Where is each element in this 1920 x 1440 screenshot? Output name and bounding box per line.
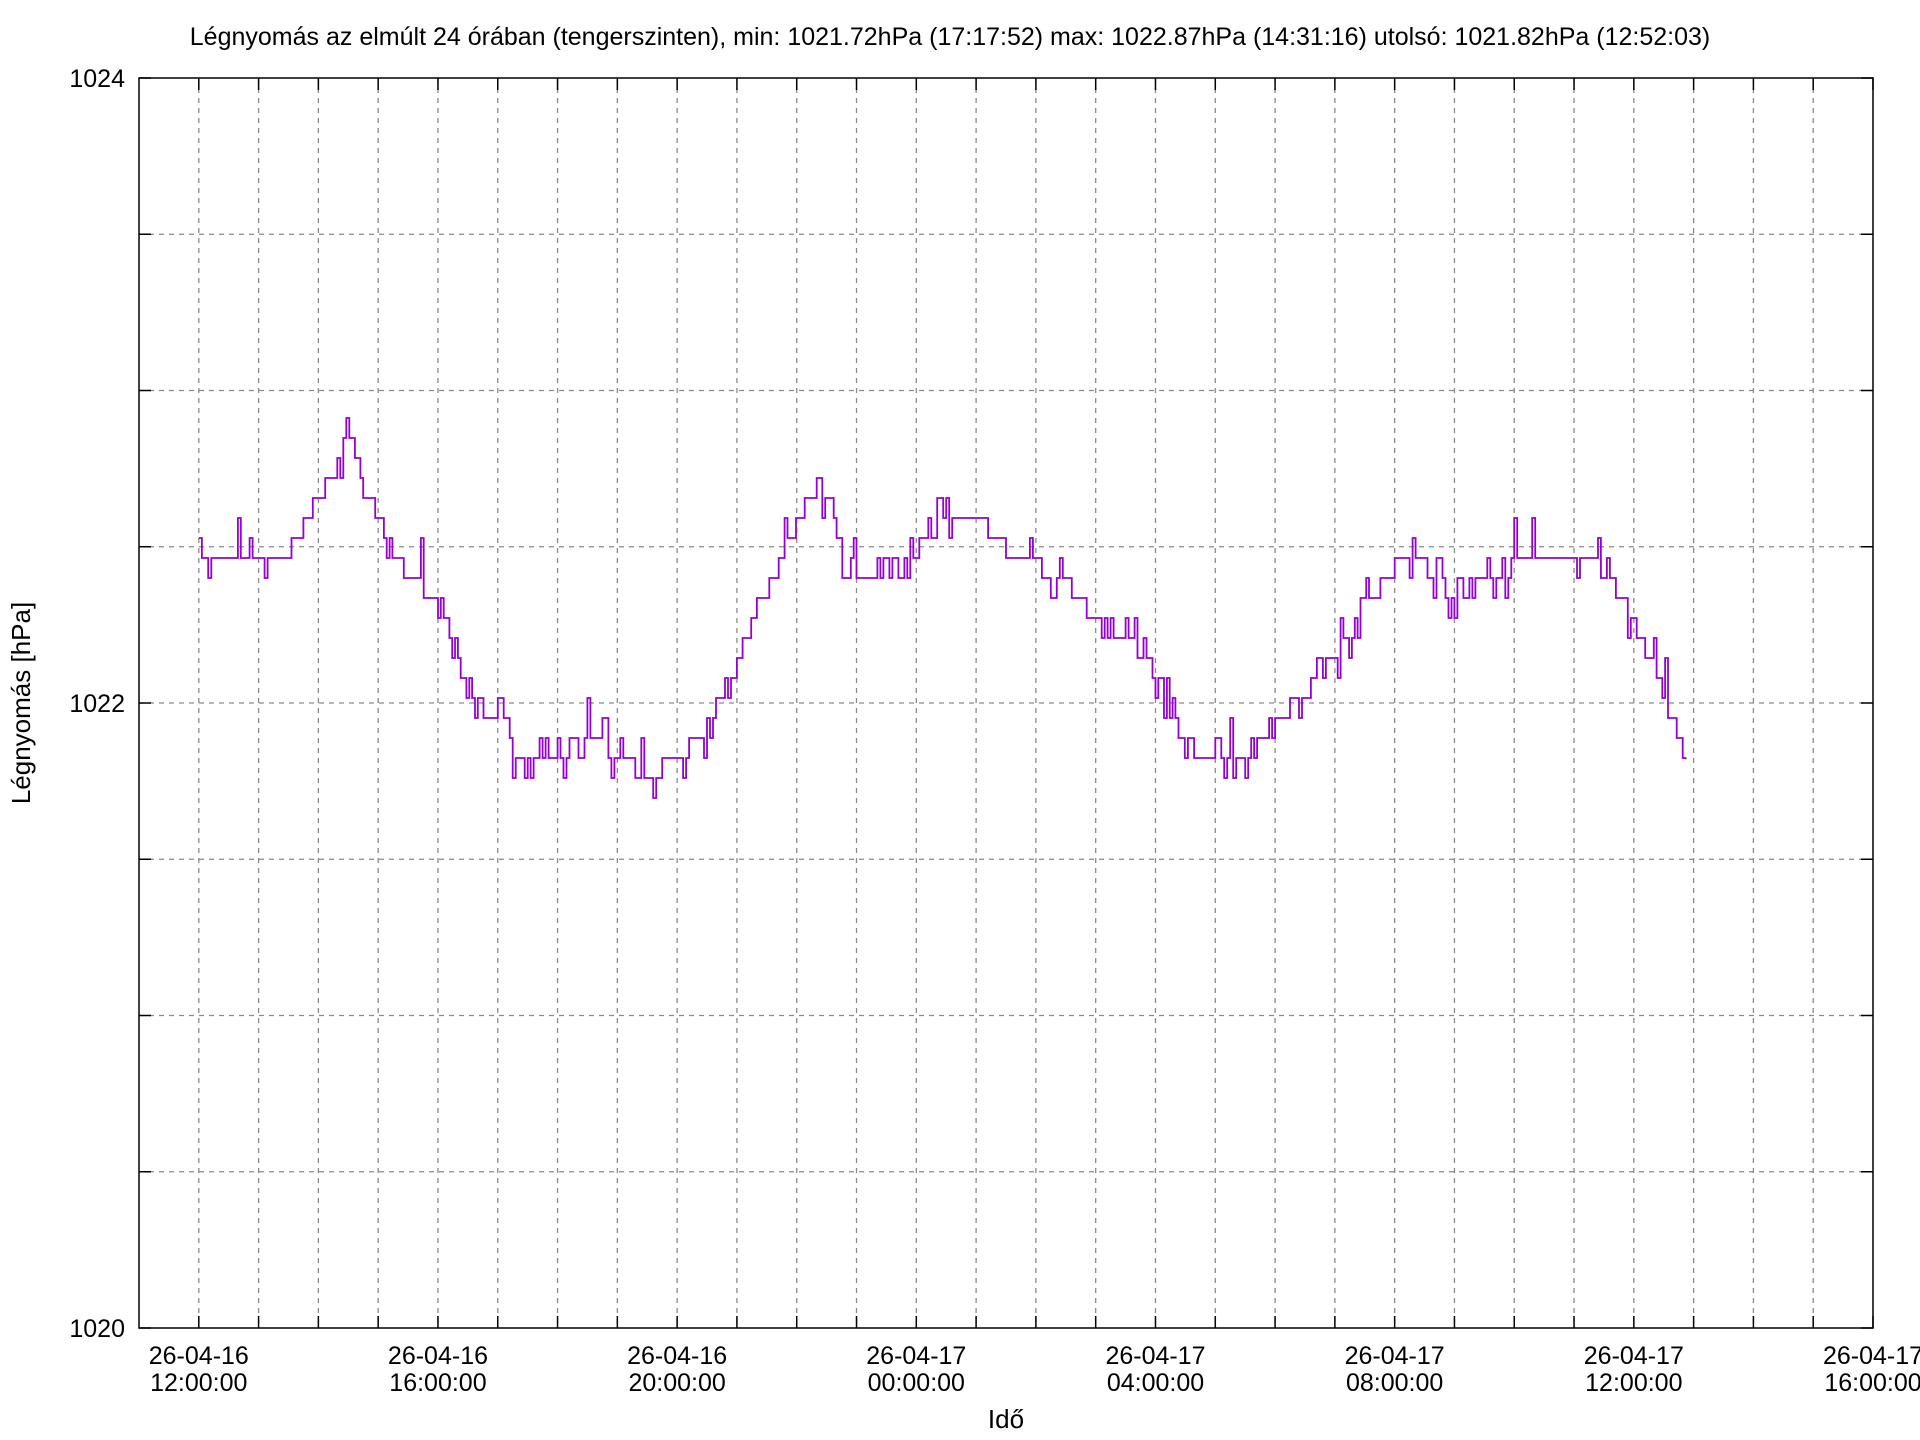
x-tick-clock: 08:00:00 xyxy=(1346,1369,1443,1397)
x-tick-label: 26-04-17 04:00:00 xyxy=(1105,1342,1205,1397)
x-tick-clock: 16:00:00 xyxy=(1824,1369,1920,1397)
x-axis-label: Idő xyxy=(988,1404,1024,1434)
y-tick-label: 1020 xyxy=(69,1315,125,1343)
x-tick-label: 26-04-16 12:00:00 xyxy=(149,1342,249,1397)
y-tick-label: 1022 xyxy=(69,690,125,718)
x-tick-clock: 04:00:00 xyxy=(1107,1369,1204,1397)
x-tick-label: 26-04-16 16:00:00 xyxy=(388,1342,488,1397)
x-tick-date: 26-04-17 xyxy=(1584,1342,1684,1370)
x-tick-label: 26-04-17 08:00:00 xyxy=(1345,1342,1445,1397)
x-tick-clock: 16:00:00 xyxy=(389,1369,486,1397)
x-tick-date: 26-04-16 xyxy=(149,1342,249,1370)
x-tick-date: 26-04-17 xyxy=(866,1342,966,1370)
x-tick-label: 26-04-16 20:00:00 xyxy=(627,1342,727,1397)
x-tick-date: 26-04-17 xyxy=(1105,1342,1205,1370)
x-tick-clock: 12:00:00 xyxy=(150,1369,247,1397)
pressure-series-line xyxy=(198,417,1687,799)
x-tick-date: 26-04-16 xyxy=(388,1342,488,1370)
x-tick-clock: 20:00:00 xyxy=(628,1369,725,1397)
grid xyxy=(139,78,1873,1328)
x-tick-clock: 00:00:00 xyxy=(868,1369,965,1397)
x-tick-date: 26-04-16 xyxy=(627,1342,727,1370)
x-tick-clock: 12:00:00 xyxy=(1585,1369,1682,1397)
chart-title: Légnyomás az elmúlt 24 órában (tengerszi… xyxy=(190,23,1710,51)
x-tick-date: 26-04-17 xyxy=(1823,1342,1920,1370)
x-tick-label: 26-04-17 16:00:00 xyxy=(1823,1342,1920,1397)
x-tick-label: 26-04-17 12:00:00 xyxy=(1584,1342,1684,1397)
x-tick-date: 26-04-17 xyxy=(1345,1342,1445,1370)
y-tick-label: 1024 xyxy=(69,65,125,93)
series-group xyxy=(198,417,1687,799)
y-axis-label: Légnyomás [hPa] xyxy=(6,602,36,804)
x-tick-label: 26-04-17 00:00:00 xyxy=(866,1342,966,1397)
